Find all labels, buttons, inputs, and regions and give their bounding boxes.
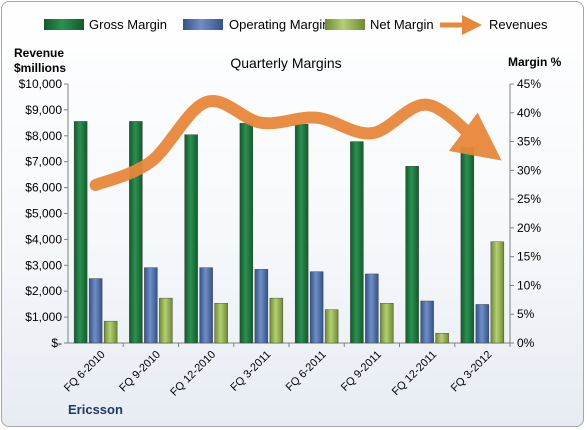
- x-tick-label: FQ 12-2011: [390, 349, 439, 398]
- bar-operating-margin: [144, 267, 158, 344]
- right-tick-label: 30%: [517, 163, 541, 177]
- left-tick-label: $7,000: [25, 155, 62, 169]
- x-tick-label: FQ 3-2012: [449, 349, 495, 395]
- left-tick-label: $10,000: [19, 77, 63, 91]
- legend-label-revenues: Revenues: [489, 17, 548, 32]
- bar-gross-margin: [73, 121, 88, 344]
- x-tick-label: FQ 6-2011: [284, 349, 329, 394]
- bar-net-margin: [159, 297, 173, 344]
- legend-label-operating-margin: Operating Margin: [229, 17, 329, 32]
- left-tick-label: $5,000: [25, 207, 62, 221]
- bar-net-margin: [103, 320, 118, 344]
- bar-gross-margin: [460, 147, 475, 344]
- bar-net-margin: [214, 303, 228, 344]
- x-tick-label: FQ 9-2011: [339, 349, 384, 394]
- legend-swatch-operating-margin: [183, 19, 223, 30]
- bar-net-margin: [324, 309, 339, 344]
- plot-area: $- $1,000 $2,000 $3,000 $4,000 $5,000 $6,000 $7…: [19, 77, 542, 399]
- right-tick-label: 45%: [517, 77, 541, 91]
- right-tick-label: 20%: [517, 221, 541, 235]
- bar-gross-margin: [129, 121, 143, 344]
- legend: Gross Margin Operating Margin Net Margin…: [44, 15, 548, 35]
- left-tick-label: $4,000: [25, 232, 62, 246]
- left-tick-label: $2,000: [25, 284, 62, 298]
- x-tick-label: FQ 9-2010: [117, 349, 163, 395]
- x-tick-label: FQ 6-2010: [62, 349, 108, 395]
- right-axis-label: Margin %: [508, 55, 562, 69]
- bar-gross-margin: [405, 166, 419, 344]
- left-tick-label: $6,000: [25, 181, 62, 195]
- right-tick-label: 10%: [517, 278, 541, 292]
- bar-net-margin: [269, 297, 284, 344]
- legend-label-gross-margin: Gross Margin: [89, 17, 167, 32]
- left-axis-label-line1: Revenue: [14, 46, 64, 60]
- bar-gross-margin: [184, 134, 198, 344]
- x-tick-label: FQ 12-2010: [168, 349, 218, 399]
- legend-swatch-gross-margin: [44, 19, 84, 30]
- right-tick-label: 40%: [517, 106, 541, 120]
- bar-operating-margin: [420, 300, 434, 344]
- chart-title: Quarterly Margins: [230, 55, 341, 71]
- company-label: Ericsson: [68, 402, 123, 417]
- bar-net-margin: [435, 333, 449, 344]
- bar-operating-margin: [254, 269, 269, 344]
- left-tick-label: $1,000: [25, 310, 62, 324]
- bar-gross-margin: [294, 124, 309, 344]
- right-tick-label: 25%: [517, 192, 541, 206]
- right-tick-label: 15%: [517, 250, 541, 264]
- bar-gross-margin: [350, 141, 364, 344]
- right-tick-label: 5%: [517, 307, 535, 321]
- bar-net-margin: [490, 241, 505, 344]
- bar-operating-margin: [309, 271, 324, 344]
- bar-operating-margin: [475, 304, 490, 344]
- bar-gross-margin: [239, 122, 254, 344]
- left-tick-label: $8,000: [25, 129, 62, 143]
- bar-operating-margin: [88, 278, 103, 344]
- left-axis-label-line2: $millions: [14, 61, 66, 75]
- left-tick-label: $-: [51, 336, 62, 350]
- right-tick-label: 0%: [517, 336, 535, 350]
- bar-net-margin: [380, 303, 394, 344]
- left-tick-label: $9,000: [25, 103, 62, 117]
- legend-swatch-net-margin: [325, 19, 365, 30]
- legend-label-net-margin: Net Margin: [370, 17, 434, 32]
- bar-operating-margin: [365, 273, 379, 344]
- x-tick-label: FQ 3-2011: [228, 349, 273, 394]
- bar-operating-margin: [199, 267, 213, 344]
- left-tick-label: $3,000: [25, 258, 62, 272]
- line-revenues: [89, 95, 502, 192]
- right-tick-label: 35%: [517, 135, 541, 149]
